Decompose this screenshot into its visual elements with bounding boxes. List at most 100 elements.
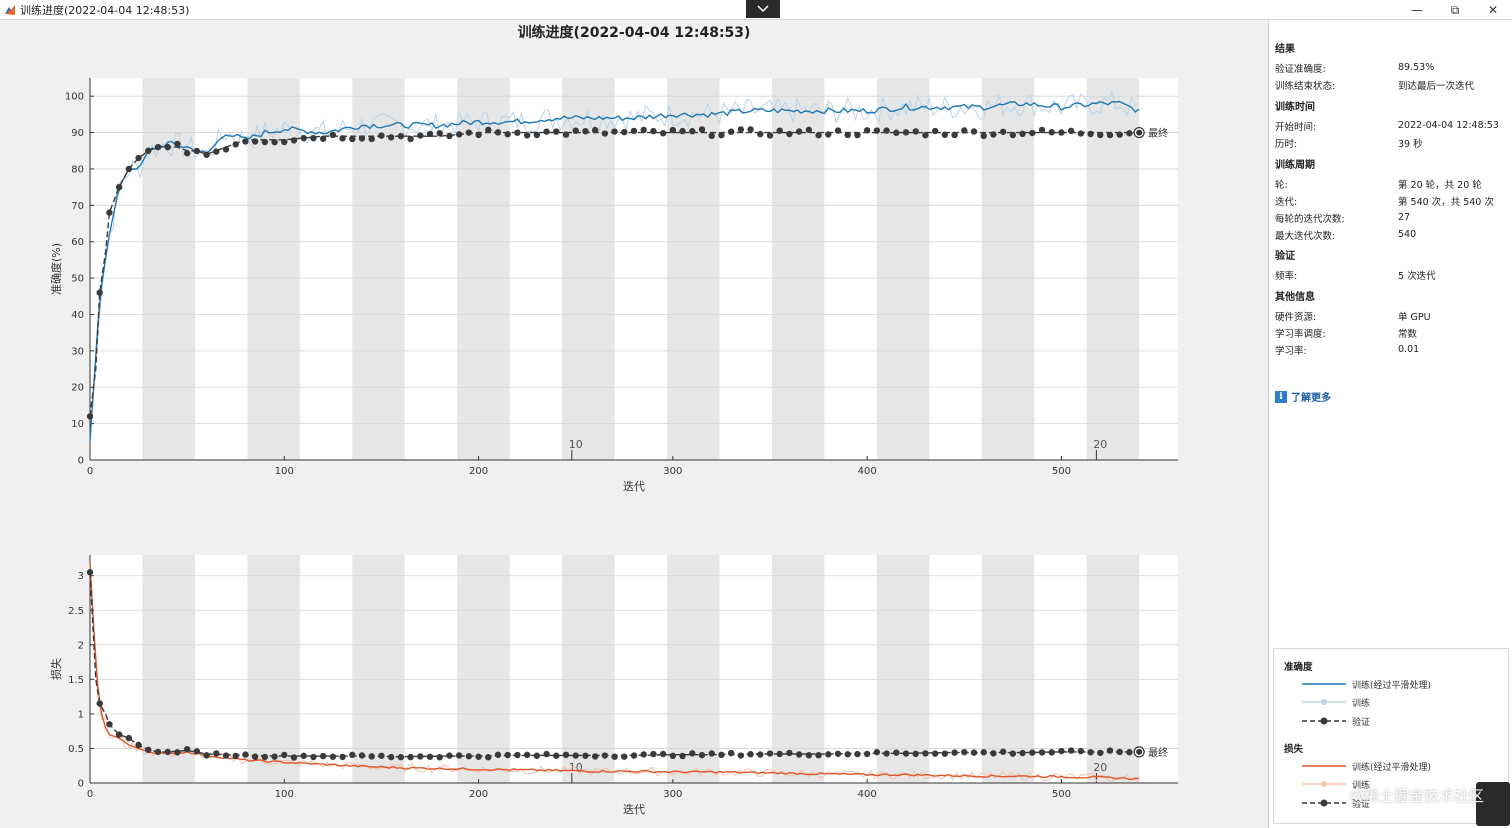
validation-point xyxy=(727,749,735,757)
validation-point xyxy=(417,753,424,760)
info-key: 频率: xyxy=(1275,270,1298,282)
validation-point xyxy=(378,132,385,139)
validation-point xyxy=(708,750,715,757)
validation-point xyxy=(1038,749,1046,756)
learn-more-label: 了解更多 xyxy=(1291,393,1331,404)
info-value: 常数 xyxy=(1398,328,1418,340)
validation-point xyxy=(854,750,861,758)
validation-point xyxy=(193,748,201,755)
learn-more-link[interactable]: i 了解更多 xyxy=(1275,389,1331,404)
validation-point xyxy=(689,750,696,757)
info-row: 硬件资源: 单 GPU xyxy=(1275,307,1507,324)
validation-point xyxy=(980,132,987,140)
info-value: 0.01 xyxy=(1398,344,1420,355)
info-key: 开始时间: xyxy=(1275,121,1317,133)
validation-point xyxy=(844,131,851,139)
validation-point xyxy=(1087,749,1094,756)
close-button[interactable]: ✕ xyxy=(1474,0,1512,20)
validation-point xyxy=(630,752,638,759)
epoch-band xyxy=(1086,78,1140,460)
x-tick-label: 200 xyxy=(469,466,488,477)
validation-point xyxy=(747,751,754,758)
info-value: 39 秒 xyxy=(1398,138,1423,150)
validation-point xyxy=(562,751,570,759)
validation-point xyxy=(863,127,871,134)
info-row: 频率: 5 次迭代 xyxy=(1275,266,1507,283)
legend-item: 训练 xyxy=(1302,777,1370,791)
validation-point xyxy=(1048,749,1055,756)
info-key: 学习率调度: xyxy=(1275,328,1326,340)
validation-point xyxy=(902,129,910,136)
validation-point xyxy=(893,749,900,756)
validation-point xyxy=(329,131,337,139)
validation-point xyxy=(310,753,317,761)
validation-point xyxy=(873,127,881,134)
validation-point xyxy=(591,126,599,134)
validation-point xyxy=(689,128,696,135)
validation-point xyxy=(504,751,511,759)
plot-area: 训练进度(2022-04-04 12:48:53) 0 10 20 30 40 50 60 7… xyxy=(0,20,1268,828)
info-value: 2022-04-04 12:48:53 xyxy=(1398,120,1499,131)
validation-point xyxy=(232,752,239,760)
validation-point xyxy=(494,129,502,136)
info-row: 训练结束状态: 到达最后一次迭代 xyxy=(1275,76,1507,93)
validation-point xyxy=(650,127,657,135)
validation-point xyxy=(961,748,968,756)
validation-point xyxy=(1009,131,1017,139)
validation-point xyxy=(261,753,269,761)
validation-point xyxy=(426,130,434,138)
validation-point xyxy=(242,138,249,145)
minimize-icon: — xyxy=(1411,3,1423,17)
validation-point xyxy=(747,126,754,133)
validation-point xyxy=(922,132,929,139)
info-row: 开始时间: 2022-04-04 12:48:53 xyxy=(1275,117,1507,134)
validation-point xyxy=(213,750,220,757)
validation-point xyxy=(737,126,745,133)
validation-point xyxy=(776,750,783,758)
validation-point xyxy=(990,131,997,138)
validation-point xyxy=(261,138,269,146)
validation-point xyxy=(679,127,686,135)
epoch-label: 20 xyxy=(1093,438,1107,451)
validation-point xyxy=(86,413,94,420)
restore-button[interactable]: ⧉ xyxy=(1436,0,1474,20)
validation-point xyxy=(941,131,949,138)
validation-point xyxy=(718,751,725,759)
sidebar-section: 其他信息 硬件资源: 单 GPU 学习率调度: 常数 学习率: 0.01 xyxy=(1275,288,1507,358)
final-marker-dot xyxy=(1136,129,1143,136)
minimize-button[interactable]: — xyxy=(1398,0,1436,20)
validation-point xyxy=(582,127,589,135)
watermark: @稀土掘金技术社区 xyxy=(1348,787,1484,805)
validation-point xyxy=(183,150,191,157)
info-key: 迭代: xyxy=(1275,196,1298,208)
info-row: 迭代: 第 540 次，共 540 次 xyxy=(1275,192,1507,209)
y-tick-label: 3 xyxy=(78,571,84,582)
validation-point xyxy=(319,752,327,760)
info-key: 最大迭代次数: xyxy=(1275,230,1336,242)
validation-point xyxy=(174,140,181,148)
validation-point xyxy=(125,165,133,173)
collapse-toolstrip-button[interactable] xyxy=(746,0,780,18)
validation-point xyxy=(795,128,803,135)
info-row: 历时: 39 秒 xyxy=(1275,134,1507,151)
validation-point xyxy=(203,151,210,158)
validation-point xyxy=(766,750,774,757)
validation-point xyxy=(145,746,152,754)
epoch-band xyxy=(1086,555,1140,783)
validation-point xyxy=(455,752,463,759)
validation-point xyxy=(387,134,395,141)
validation-point xyxy=(543,750,550,758)
x-tick-label: 100 xyxy=(275,789,294,800)
epoch-band xyxy=(562,78,615,460)
section-title: 其他信息 xyxy=(1275,292,1315,303)
validation-point xyxy=(1019,749,1026,757)
validation-point xyxy=(834,750,842,757)
training-accuracy-line xyxy=(89,89,1140,443)
info-value: 540 xyxy=(1398,229,1417,240)
info-icon: i xyxy=(1275,390,1287,403)
x-axis-label: 迭代 xyxy=(623,803,645,816)
info-row: 学习率调度: 常数 xyxy=(1275,324,1507,341)
final-label: 最终 xyxy=(1148,746,1168,759)
y-tick-label: 1.5 xyxy=(68,675,84,686)
